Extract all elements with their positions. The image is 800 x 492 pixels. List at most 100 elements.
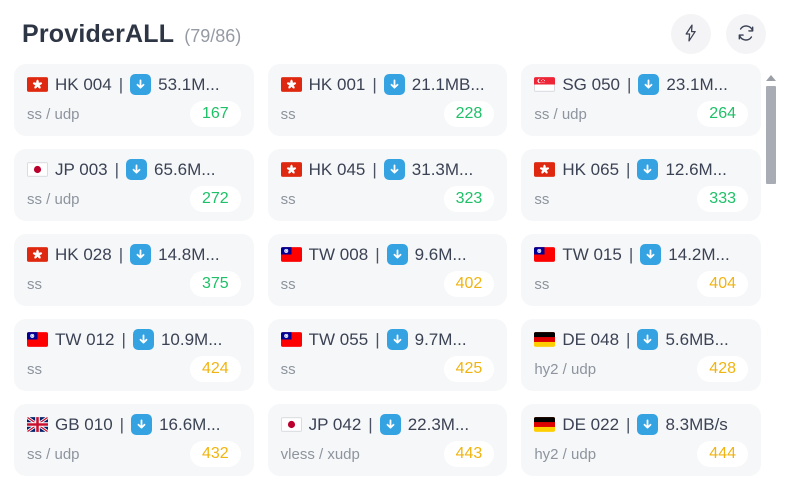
node-name: DE 048 [562, 329, 620, 349]
proxy-node-card[interactable]: GB 010 | 16.6M... ss / udp 432 [14, 404, 254, 476]
download-icon [637, 414, 659, 435]
node-name: HK 004 [55, 74, 112, 94]
proxy-node-card[interactable]: TW 015 | 14.2M... ss 404 [521, 234, 761, 306]
node-protocol: ss [27, 360, 42, 378]
separator: | [626, 329, 631, 349]
proxy-node-card[interactable]: HK 004 | 53.1M... ss / udp 167 [14, 64, 254, 136]
node-name: HK 065 [562, 159, 620, 179]
latency-badge: 333 [697, 186, 748, 212]
node-title-row: JP 003 | 65.6M... [27, 159, 241, 180]
node-speed: 22.3M... [407, 414, 470, 434]
node-detail-row: ss / udp 272 [27, 186, 241, 212]
refresh-icon [736, 23, 756, 46]
latency-badge: 375 [189, 271, 241, 297]
latency-badge: 432 [189, 441, 241, 467]
latency-badge: 264 [697, 101, 748, 127]
node-protocol: vless / xudp [280, 445, 360, 463]
speed-test-button[interactable] [671, 14, 711, 54]
node-speed: 23.1M... [666, 74, 728, 94]
node-name: DE 022 [562, 414, 620, 434]
flag-tw-icon [280, 332, 302, 347]
node-speed: 9.7M... [414, 329, 467, 349]
node-name: HK 001 [308, 74, 366, 94]
proxy-node-card[interactable]: TW 008 | 9.6M... ss 402 [267, 234, 508, 306]
separator: | [114, 159, 120, 179]
node-protocol: ss / udp [27, 445, 80, 463]
refresh-button[interactable] [726, 14, 766, 54]
proxy-node-card[interactable]: HK 045 | 31.3M... ss 323 [267, 149, 508, 221]
node-title-row: TW 015 | 14.2M... [534, 244, 748, 265]
separator: | [375, 329, 380, 349]
node-title-row: GB 010 | 16.6M... [27, 414, 241, 435]
node-detail-row: ss / udp 264 [534, 101, 748, 127]
proxy-node-card[interactable]: TW 055 | 9.7M... ss 425 [267, 319, 508, 391]
proxy-node-card[interactable]: HK 028 | 14.8M... ss 375 [14, 234, 254, 306]
proxy-node-card[interactable]: TW 012 | 10.9M... ss 424 [14, 319, 254, 391]
separator: | [368, 414, 373, 434]
proxy-node-card[interactable]: HK 065 | 12.6M... ss 333 [521, 149, 761, 221]
node-detail-row: ss 424 [27, 356, 241, 382]
node-title-row: TW 055 | 9.7M... [280, 329, 495, 350]
separator: | [375, 244, 380, 264]
proxy-node-card[interactable]: DE 048 | 5.6MB... hy2 / udp 428 [521, 319, 761, 391]
proxy-node-grid: HK 004 | 53.1M... ss / udp 167 HK 001 | 21.1MB.… [0, 64, 800, 488]
node-protocol: ss [280, 360, 296, 378]
node-detail-row: ss 333 [534, 186, 748, 212]
node-protocol: ss / udp [27, 190, 80, 208]
lightning-icon [681, 23, 701, 46]
separator: | [626, 74, 632, 94]
download-icon [132, 329, 154, 350]
latency-badge: 424 [189, 356, 241, 382]
separator: | [628, 244, 634, 264]
node-name: TW 055 [308, 329, 369, 349]
node-detail-row: ss 228 [281, 101, 495, 127]
node-speed: 65.6M... [154, 159, 216, 179]
latency-badge: 444 [697, 441, 748, 467]
flag-hk-icon [280, 77, 302, 92]
flag-jp-icon [27, 162, 48, 177]
node-name: JP 042 [308, 414, 362, 434]
proxy-node-card[interactable]: DE 022 | 8.3MB/s hy2 / udp 444 [521, 404, 761, 476]
proxy-node-card[interactable]: JP 042 | 22.3M... vless / xudp 443 [267, 404, 508, 476]
node-name: TW 008 [308, 244, 369, 264]
node-title-row: TW 012 | 10.9M... [27, 329, 241, 350]
node-detail-row: ss 323 [281, 186, 495, 212]
download-icon [126, 159, 148, 180]
latency-badge: 323 [443, 186, 495, 212]
node-title-row: HK 045 | 31.3M... [280, 159, 495, 180]
node-detail-row: hy2 / udp 444 [534, 441, 748, 467]
latency-badge: 404 [697, 271, 748, 297]
latency-badge: 428 [697, 356, 748, 382]
latency-badge: 272 [189, 186, 241, 212]
scrollbar-thumb[interactable] [766, 86, 776, 184]
proxy-node-card[interactable]: HK 001 | 21.1MB... ss 228 [267, 64, 508, 136]
scrollbar-up-arrow[interactable] [766, 75, 776, 81]
node-name: HK 028 [55, 244, 112, 264]
node-title-row: SG 050 | 23.1M... [534, 74, 748, 95]
node-name: HK 045 [308, 159, 366, 179]
node-protocol: ss / udp [534, 105, 587, 123]
separator: | [119, 414, 125, 434]
proxy-node-card[interactable]: JP 003 | 65.6M... ss / udp 272 [14, 149, 254, 221]
latency-badge: 402 [443, 271, 495, 297]
node-protocol: ss [534, 190, 550, 208]
node-detail-row: ss 425 [281, 356, 495, 382]
node-name: JP 003 [55, 159, 108, 179]
separator: | [372, 74, 377, 94]
flag-hk-icon [27, 247, 48, 262]
download-icon [379, 414, 401, 435]
separator: | [372, 159, 377, 179]
node-title-row: TW 008 | 9.6M... [280, 244, 495, 265]
proxy-node-card[interactable]: SG 050 | 23.1M... ss / udp 264 [521, 64, 761, 136]
node-detail-row: ss 402 [281, 271, 495, 297]
node-detail-row: ss 375 [27, 271, 241, 297]
node-title-row: DE 022 | 8.3MB/s [534, 414, 748, 435]
node-speed: 9.6M... [414, 244, 467, 264]
latency-badge: 228 [443, 101, 495, 127]
node-protocol: ss [280, 190, 296, 208]
flag-sg-icon [534, 77, 556, 92]
node-name: TW 015 [562, 244, 622, 264]
latency-badge: 443 [443, 441, 495, 467]
header-actions [671, 14, 778, 54]
flag-hk-icon [27, 77, 48, 92]
